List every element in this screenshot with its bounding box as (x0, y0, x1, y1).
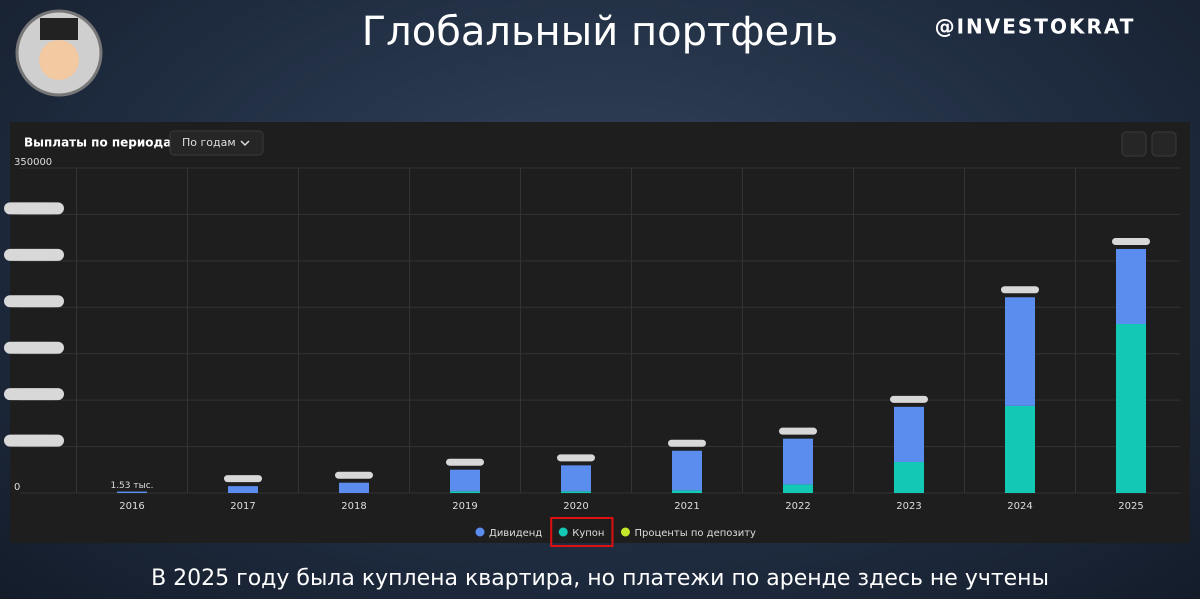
bar-segment (1005, 405, 1035, 493)
x-tick-label: 2021 (674, 501, 699, 512)
y-tick-blur (4, 434, 64, 447)
x-tick-label: 2023 (896, 501, 921, 512)
y-tick-blur (4, 341, 64, 354)
bar-segment (117, 491, 147, 493)
avatar-hat (40, 18, 78, 40)
handle: @INVESTOKRAT (935, 15, 1136, 39)
copy-button[interactable] (1151, 131, 1177, 157)
x-tick-label: 2018 (341, 501, 366, 512)
total-label-blur (668, 439, 706, 447)
x-tick-label: 2024 (1007, 501, 1032, 512)
x-tick-label: 2022 (785, 501, 810, 512)
bar-segment (672, 490, 702, 493)
bar-segment (450, 491, 480, 493)
bar-segment (450, 469, 480, 492)
y-tick-blur (4, 202, 64, 215)
chevron (240, 140, 250, 147)
total-label-blur (557, 454, 595, 462)
total-label-blur (1001, 286, 1039, 294)
legend-highlight (550, 517, 614, 547)
y-tick-blur (4, 388, 64, 401)
x-tick-label: 2019 (452, 501, 477, 512)
bar-segment (1116, 248, 1146, 324)
total-label-blur (890, 395, 928, 403)
legend-label: Дивиденд (489, 528, 542, 539)
total-label-blur (224, 475, 262, 483)
bar-segment (561, 465, 591, 492)
bar-segment (672, 450, 702, 491)
legend-swatch (620, 527, 630, 537)
period-select-label: По годам (182, 136, 236, 149)
bar-segment (1005, 297, 1035, 406)
caption: В 2025 году была куплена квартира, но пл… (151, 566, 1049, 591)
x-tick-label: 2016 (119, 501, 144, 512)
avatar-face (39, 40, 79, 80)
legend-swatch (475, 527, 485, 537)
panel (10, 122, 1190, 543)
value-label: 1.53 тыс. (110, 481, 153, 491)
bar-segment (1116, 324, 1146, 493)
total-label-blur (446, 458, 484, 466)
legend-swatch (558, 527, 568, 537)
y-tick-blur (4, 295, 64, 308)
y-tick-label: 0 (14, 482, 20, 493)
total-label-blur (1112, 237, 1150, 245)
total-label-blur (779, 427, 817, 435)
x-tick-label: 2020 (563, 501, 588, 512)
bar-segment (894, 406, 924, 462)
legend-label: Купон (572, 528, 604, 539)
save-button[interactable] (1121, 131, 1147, 157)
page-title: Глобальный портфель (362, 9, 838, 55)
y-tick-label: 350000 (14, 157, 52, 168)
period-select[interactable] (169, 130, 264, 156)
x-tick-label: 2017 (230, 501, 255, 512)
panel-title: Выплаты по периодам (24, 136, 181, 150)
y-tick-blur (4, 248, 64, 261)
x-tick-label: 2025 (1118, 501, 1143, 512)
bar-segment (783, 484, 813, 493)
bar-segment (228, 486, 258, 493)
legend-label: Проценты по депозиту (634, 528, 756, 539)
bar-segment (894, 461, 924, 493)
total-label-blur (335, 471, 373, 479)
bar-segment (561, 491, 591, 493)
bar-segment (783, 438, 813, 485)
bar-segment (339, 482, 369, 493)
